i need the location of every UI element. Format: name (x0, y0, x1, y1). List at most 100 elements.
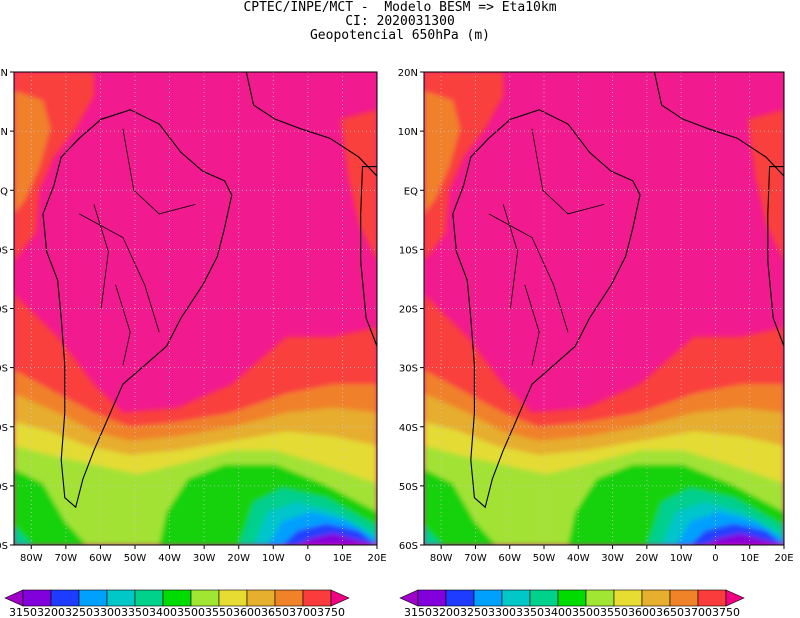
lon-tick-label: 20W (227, 553, 250, 564)
colorbar-level-label: 3150 (9, 606, 37, 618)
colorbar-level-label: 3750 (317, 606, 345, 618)
lat-tick-label: 60S (0, 541, 8, 552)
lon-tick-label: 10W (262, 553, 285, 564)
colorbar-level-label: 3400 (149, 606, 177, 618)
right-panel: 80W 70W 60W 50W 40W 30W 20W 10W 0 10E 20E 20N 10N EQ 1… (398, 68, 794, 564)
africa-west-coast (360, 166, 377, 347)
lon-tick-label: 10E (333, 553, 352, 564)
lat-tick-label: EQ (404, 186, 418, 197)
colorbar-level-label: 3650 (656, 606, 684, 618)
lat-tick-label: 60S (399, 541, 418, 552)
colorbar-segment (697, 589, 727, 607)
contour-band-red (748, 109, 784, 262)
contour-band-orange (424, 90, 460, 214)
contour-band-orange (14, 90, 51, 214)
colorbar-segment (445, 589, 475, 607)
coastlines (42, 72, 377, 509)
contour-field (14, 72, 377, 545)
colorbar-min-arrow (4, 589, 24, 607)
colorbar-segment (641, 589, 671, 607)
colorbar-segment (78, 589, 108, 607)
country-border (79, 213, 160, 333)
country-border (122, 128, 196, 215)
colorbar-level-label: 3250 (460, 606, 488, 618)
lon-tick-label: 40W (158, 553, 181, 564)
colorbar-segment (473, 589, 503, 607)
lat-tick-label: EQ (0, 186, 8, 197)
title-line-3: Geopotencial 650hPa (m) (309, 28, 490, 43)
lon-tick-label: 70W (55, 553, 78, 564)
colorbar-segment (501, 589, 531, 607)
contour-band-violet (704, 533, 784, 545)
colorbar-level-label: 3550 (600, 606, 628, 618)
south-america-coast (452, 109, 641, 509)
colorbar-level-label: 3650 (261, 606, 289, 618)
lon-tick-label: 30W (601, 553, 624, 564)
colorbar-segment (613, 589, 643, 607)
lon-tick-label: 80W (430, 553, 453, 564)
lon-tick-label: 20E (774, 553, 793, 564)
lon-tick-label: 0 (305, 553, 311, 564)
contour-band-teal (424, 526, 442, 545)
colorbar-right: 3150 3200 3250 3300 3350 3400 3500 3550 3600 3650… (399, 589, 745, 618)
colorbar-level-label: 3700 (289, 606, 317, 618)
lat-tick-label: 50S (0, 482, 8, 493)
colorbar-level-label: 3300 (488, 606, 516, 618)
colorbar-level-label: 3600 (233, 606, 261, 618)
colorbar-min-arrow (399, 589, 419, 607)
colorbar-segment (162, 589, 192, 607)
lon-tick-label: 0 (712, 553, 718, 564)
colorbar-level-label: 3500 (572, 606, 600, 618)
colorbar-level-label: 3150 (404, 606, 432, 618)
colorbar-segment (274, 589, 304, 607)
colorbar-segment (669, 589, 699, 607)
lat-tick-label: 10S (399, 245, 418, 256)
colorbar-segment (585, 589, 615, 607)
colorbar-segment (417, 589, 447, 607)
lon-tick-label: 20E (367, 553, 386, 564)
lat-tick-label: 20N (0, 68, 8, 79)
lat-tick-label: 10N (398, 127, 418, 138)
left-panel: 80W 70W 60W 50W 40W 30W 20W 10W 0 10E 20E 20N 10N EQ 1… (0, 68, 387, 564)
lon-tick-label: 80W (20, 553, 43, 564)
south-america-coast (42, 109, 233, 509)
country-border (115, 284, 131, 366)
lon-tick-label: 40W (567, 553, 590, 564)
country-border (524, 284, 540, 366)
africa-coast (653, 72, 784, 177)
colorbar-max-arrow (330, 589, 350, 607)
colorbar-level-label: 3200 (37, 606, 65, 618)
contour-band-violet (297, 533, 377, 545)
colorbar-level-label: 3750 (712, 606, 740, 618)
colorbar-level-label: 3200 (432, 606, 460, 618)
title-line-2: CI: 2020031300 (345, 14, 455, 29)
lon-tick-label: 30W (193, 553, 216, 564)
colorbar-level-label: 3600 (628, 606, 656, 618)
contour-field (424, 72, 784, 545)
africa-west-coast (767, 166, 784, 347)
lat-tick-label: 20S (0, 305, 8, 316)
colorbar-level-label: 3400 (544, 606, 572, 618)
colorbar-level-label: 3500 (177, 606, 205, 618)
lon-tick-label: 50W (124, 553, 147, 564)
lat-tick-label: 40S (399, 423, 418, 434)
country-border (531, 128, 605, 215)
lat-tick-label: 30S (0, 364, 8, 375)
colorbar-level-label: 3350 (516, 606, 544, 618)
contour-band-teal (14, 526, 33, 545)
lat-tick-label: 20N (398, 68, 418, 79)
country-border (502, 204, 519, 309)
colorbar-segment (134, 589, 164, 607)
lon-tick-label: 50W (533, 553, 556, 564)
lon-tick-label: 70W (464, 553, 487, 564)
country-border (93, 204, 109, 309)
contour-band-red (340, 109, 377, 262)
lat-tick-label: 10S (0, 245, 8, 256)
graticule (424, 72, 784, 545)
colorbar-level-label: 3300 (93, 606, 121, 618)
colorbar-max-arrow (725, 589, 745, 607)
colorbar-segment (22, 589, 52, 607)
africa-coast (245, 72, 377, 177)
colorbar-level-label: 3350 (121, 606, 149, 618)
colorbar-segment (106, 589, 136, 607)
